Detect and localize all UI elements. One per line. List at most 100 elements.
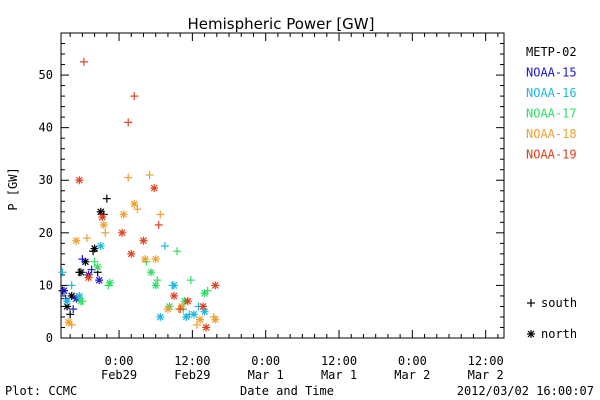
star-stroke	[97, 242, 105, 250]
north-point	[170, 281, 179, 290]
legend-item: NOAA-19	[526, 148, 577, 162]
star-stroke	[147, 268, 155, 276]
series-legend: METP-02 NOAA-15 NOAA-16 NOAA-17 NOAA-18 NOAA-…	[526, 45, 577, 162]
star-stroke	[164, 305, 172, 313]
south-point	[67, 281, 76, 290]
star-stroke	[211, 281, 219, 289]
y-tick-label: 0	[46, 331, 53, 345]
star-stroke	[75, 176, 83, 184]
legend-item: NOAA-16	[526, 86, 577, 100]
y-tick-label: 50	[39, 68, 53, 82]
star-stroke	[127, 250, 135, 258]
north-point	[202, 323, 211, 332]
north-point	[119, 210, 128, 219]
marker-legend: south north	[527, 296, 577, 341]
north-point	[98, 213, 107, 222]
star-stroke	[72, 237, 80, 245]
y-tick-label: 10	[39, 278, 53, 292]
chart-title: Hemispheric Power [GW]	[188, 15, 375, 33]
south-point	[173, 247, 182, 256]
north-point	[211, 281, 220, 290]
legend-item: NOAA-15	[526, 66, 577, 80]
north-point	[118, 228, 127, 237]
north-point	[93, 263, 102, 272]
star-stroke	[100, 221, 108, 229]
star-stroke	[63, 303, 71, 310]
north-point	[64, 318, 73, 327]
x-axis-label: Date and Time	[240, 384, 334, 398]
x-tick-label-time: 12:00	[468, 354, 504, 368]
star-stroke	[75, 292, 83, 300]
star-stroke	[94, 263, 102, 271]
south-point	[130, 92, 139, 101]
north-point	[182, 312, 191, 321]
north-point	[130, 199, 139, 208]
north-point	[90, 244, 99, 253]
star-stroke	[156, 313, 164, 321]
x-tick-label-date: Mar 2	[468, 368, 504, 382]
south-point	[69, 305, 78, 314]
x-tick-label-date: Mar 2	[394, 368, 430, 382]
south-point	[78, 255, 87, 264]
north-point	[183, 297, 192, 306]
series-noaa-18	[64, 170, 220, 329]
data-points	[58, 57, 220, 332]
legend-item: METP-02	[526, 45, 577, 59]
star-stroke	[65, 318, 73, 326]
star-stroke	[97, 208, 105, 216]
star-stroke	[95, 276, 103, 284]
north-point	[60, 286, 69, 295]
star-stroke	[82, 258, 89, 266]
north-point	[200, 289, 209, 298]
star-stroke	[98, 213, 106, 221]
x-tick-label-date: Mar 1	[248, 368, 284, 382]
star-stroke	[152, 281, 160, 289]
star-stroke	[211, 316, 219, 324]
north-point	[211, 315, 220, 324]
x-tick-label-date: Mar 1	[321, 368, 357, 382]
x-tick-label-date: Feb29	[174, 368, 210, 382]
north-point	[189, 310, 198, 319]
north-point	[99, 220, 108, 229]
star-stroke	[202, 324, 210, 331]
north-point	[63, 297, 72, 306]
north-point	[200, 307, 209, 316]
north-point	[127, 249, 136, 258]
star-stroke	[184, 297, 192, 305]
plot-credit: Plot: CCMC	[5, 384, 77, 398]
star-stroke	[190, 310, 198, 318]
y-tick-label: 40	[39, 121, 53, 135]
south-point	[156, 210, 165, 219]
x-tick-label-time: 0:00	[398, 354, 427, 368]
star-stroke	[77, 297, 85, 305]
star-stroke	[201, 308, 209, 316]
star-stroke	[182, 313, 190, 321]
star-stroke	[152, 255, 160, 263]
north-point	[199, 302, 208, 311]
south-point	[58, 268, 67, 277]
star-stroke	[60, 287, 68, 295]
marker-legend-label: south	[541, 296, 577, 310]
south-point	[102, 194, 111, 203]
south-point	[66, 310, 75, 319]
south-point	[124, 173, 133, 182]
north-point	[156, 312, 165, 321]
marker-legend-label: north	[541, 327, 577, 341]
south-point	[154, 220, 163, 229]
legend-item: NOAA-18	[526, 127, 577, 141]
north-point	[76, 297, 85, 306]
north-point	[76, 268, 85, 277]
south-point	[153, 276, 162, 285]
north-point	[84, 273, 93, 282]
north-point	[75, 176, 84, 185]
north-point	[141, 255, 150, 264]
south-point	[186, 276, 195, 285]
x-tick-label-time: 0:00	[105, 354, 134, 368]
north-point	[150, 184, 159, 193]
south-point	[82, 234, 91, 243]
star-stroke	[196, 316, 204, 324]
north-point	[139, 236, 148, 245]
south-point	[79, 57, 88, 66]
